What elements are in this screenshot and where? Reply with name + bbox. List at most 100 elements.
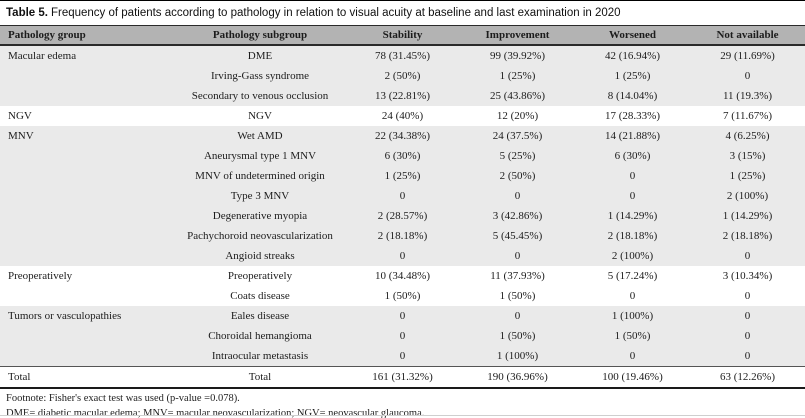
not-available-cell: 0 (744, 330, 751, 342)
improvement-cell: 99 (39.92%) (490, 50, 545, 62)
not-available-cell: 0 (744, 70, 751, 82)
total-worsened-value: 100 (19.46%) (602, 371, 663, 383)
worsened-cell: 6 (30%) (614, 150, 651, 162)
column-header-worsened: Worsened (608, 29, 657, 41)
stability-cell: 2 (50%) (384, 70, 421, 82)
not-available-cell: 0 (744, 250, 751, 262)
table-row: MNV of undetermined origin 1 (25%) 2 (50%)… (0, 166, 805, 186)
not-available-cell: 29 (11.69%) (720, 50, 775, 62)
worsened-cell: 1 (100%) (611, 310, 654, 322)
improvement-cell: 12 (20%) (496, 110, 539, 122)
not-available-cell: 3 (10.34%) (722, 270, 773, 282)
not-available-cell: 1 (14.29%) (722, 210, 773, 222)
improvement-cell: 1 (100%) (496, 350, 539, 362)
pathology-subgroup-cell: Wet AMD (237, 130, 283, 142)
pathology-subgroup-cell: MNV of undetermined origin (195, 170, 325, 182)
worsened-cell: 1 (14.29%) (607, 210, 658, 222)
pathology-group-cell (0, 226, 175, 246)
stability-cell: 2 (28.57%) (377, 210, 428, 222)
total-stability-value: 161 (31.32%) (372, 371, 433, 383)
bottom-rule (0, 415, 805, 416)
pathology-subgroup-cell: Pachychoroid neovascularization (187, 230, 333, 242)
total-subgroup-label: Total (248, 371, 272, 383)
table-caption: Table 5. Frequency of patients according … (0, 1, 805, 25)
improvement-cell: 5 (25%) (499, 150, 536, 162)
pathology-subgroup-cell: NGV (248, 110, 272, 122)
worsened-cell: 42 (16.94%) (605, 50, 660, 62)
pathology-group-cell (0, 206, 175, 226)
stability-cell: 10 (34.48%) (375, 270, 430, 282)
column-header-pathology-subgroup: Pathology subgroup (212, 29, 308, 41)
table-row: Choroidal hemangioma 0 1 (50%) 1 (50%) 0 (0, 326, 805, 346)
stability-cell: 0 (399, 190, 406, 202)
worsened-cell: 17 (28.33%) (605, 110, 660, 122)
pathology-subgroup-cell: Eales disease (230, 310, 290, 322)
stability-cell: 1 (50%) (384, 290, 421, 302)
table-row: NGV NGV 24 (40%) 12 (20%) 17 (28.33%) 7 (11.6… (0, 106, 805, 126)
table-row: Degenerative myopia 2 (28.57%) 3 (42.86%) 1… (0, 206, 805, 226)
table-row: MNV Wet AMD 22 (34.38%) 24 (37.5%) 14 (21.88… (0, 126, 805, 146)
improvement-cell: 1 (50%) (499, 290, 536, 302)
stability-cell: 6 (30%) (384, 150, 421, 162)
table-row: Secondary to venous occlusion 13 (22.81%)… (0, 86, 805, 106)
total-not-available-value: 63 (12.26%) (720, 371, 775, 383)
improvement-cell: 24 (37.5%) (492, 130, 543, 142)
pathology-subgroup-cell: Degenerative myopia (212, 210, 308, 222)
footnotes: Footnote: Fisher's exact test was used (… (0, 389, 805, 418)
improvement-cell: 1 (25%) (499, 70, 536, 82)
pathology-table: Pathology group Pathology subgroup Stabi… (0, 25, 805, 389)
worsened-cell: 2 (18.18%) (607, 230, 658, 242)
pathology-group-cell: MNV (8, 130, 34, 142)
pathology-subgroup-cell: Secondary to venous occlusion (191, 90, 329, 102)
worsened-cell: 0 (629, 170, 636, 182)
footnote-abbreviations: DME= diabetic macular edema; MNV= macula… (6, 407, 425, 418)
pathology-group-cell (0, 346, 175, 366)
stability-cell: 0 (399, 330, 406, 342)
pathology-group-cell (0, 246, 175, 266)
total-row: Total Total 161 (31.32%) 190 (36.96%) 10… (0, 366, 805, 389)
improvement-cell: 5 (45.45%) (492, 230, 543, 242)
improvement-cell: 0 (514, 190, 521, 202)
not-available-cell: 2 (100%) (726, 190, 769, 202)
improvement-cell: 1 (50%) (499, 330, 536, 342)
table-row: Macular edema DME 78 (31.45%) 99 (39.92%) 42… (0, 46, 805, 66)
table-row: Aneurysmal type 1 MNV 6 (30%) 5 (25%) 6 (30… (0, 146, 805, 166)
pathology-subgroup-cell: Preoperatively (227, 270, 293, 282)
pathology-group-cell (0, 186, 175, 206)
not-available-cell: 3 (15%) (729, 150, 766, 162)
total-improvement-value: 190 (36.96%) (487, 371, 548, 383)
worsened-cell: 1 (50%) (614, 330, 651, 342)
stability-cell: 78 (31.45%) (375, 50, 430, 62)
table-header-row: Pathology group Pathology subgroup Stabi… (0, 26, 805, 46)
pathology-group-cell (0, 326, 175, 346)
not-available-cell: 1 (25%) (729, 170, 766, 182)
not-available-cell: 11 (19.3%) (722, 90, 773, 102)
column-header-improvement: Improvement (485, 29, 550, 41)
pathology-group-cell (0, 286, 175, 306)
pathology-group-cell: Preoperatively (8, 270, 73, 282)
worsened-cell: 0 (629, 290, 636, 302)
stability-cell: 0 (399, 250, 406, 262)
improvement-cell: 11 (37.93%) (490, 270, 545, 282)
pathology-subgroup-cell: Coats disease (230, 290, 290, 302)
column-header-stability: Stability (382, 29, 423, 41)
not-available-cell: 4 (6.25%) (725, 130, 770, 142)
table-caption-text: Frequency of patients according to patho… (50, 7, 621, 19)
table-body: Macular edema DME 78 (31.45%) 99 (39.92%) 42… (0, 46, 805, 366)
pathology-group-cell (0, 166, 175, 186)
pathology-subgroup-cell: Angioid streaks (225, 250, 295, 262)
pathology-subgroup-cell: DME (247, 50, 273, 62)
column-header-pathology-group: Pathology group (8, 29, 86, 41)
table-row: Tumors or vasculopathies Eales disease 0 0 1… (0, 306, 805, 326)
table-row: Intraocular metastasis 0 1 (100%) 0 0 (0, 346, 805, 366)
stability-cell: 0 (399, 350, 406, 362)
not-available-cell: 2 (18.18%) (722, 230, 773, 242)
worsened-cell: 0 (629, 190, 636, 202)
footnote-statistics: Footnote: Fisher's exact test was used (… (6, 393, 240, 404)
improvement-cell: 25 (43.86%) (490, 90, 545, 102)
pathology-group-cell: NGV (8, 110, 32, 122)
stability-cell: 1 (25%) (384, 170, 421, 182)
not-available-cell: 0 (744, 350, 751, 362)
worsened-cell: 1 (25%) (614, 70, 651, 82)
